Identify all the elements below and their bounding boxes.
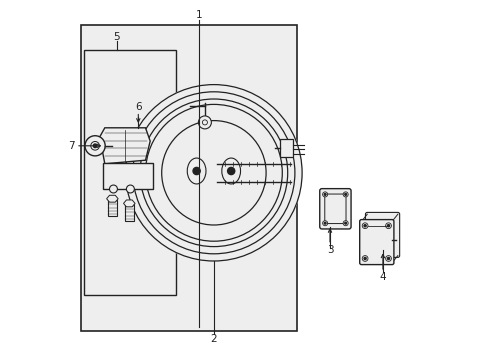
Circle shape (162, 121, 265, 225)
Ellipse shape (109, 185, 117, 193)
Circle shape (93, 144, 97, 148)
Polygon shape (123, 200, 135, 207)
Circle shape (363, 257, 366, 260)
Text: 4: 4 (379, 273, 386, 282)
Circle shape (324, 222, 325, 224)
Ellipse shape (222, 158, 240, 184)
Polygon shape (100, 128, 150, 164)
Text: 1: 1 (196, 10, 203, 20)
Ellipse shape (126, 185, 134, 193)
Circle shape (386, 225, 389, 227)
Polygon shape (106, 195, 118, 202)
Text: 7: 7 (68, 141, 75, 151)
FancyBboxPatch shape (359, 220, 393, 265)
Circle shape (85, 136, 105, 156)
Circle shape (91, 141, 99, 150)
Text: 3: 3 (326, 245, 333, 255)
Circle shape (343, 221, 347, 226)
Circle shape (385, 223, 390, 229)
Circle shape (362, 223, 367, 229)
FancyBboxPatch shape (365, 212, 399, 257)
Bar (103, 163, 153, 189)
Circle shape (202, 120, 207, 125)
Bar (125, 204, 133, 221)
Circle shape (193, 167, 200, 175)
Circle shape (344, 222, 346, 224)
Circle shape (322, 221, 327, 226)
Circle shape (343, 192, 347, 197)
Bar (81, 25, 296, 331)
Bar (108, 200, 117, 216)
Bar (279, 139, 293, 157)
Circle shape (324, 194, 325, 195)
Circle shape (227, 167, 234, 175)
Circle shape (362, 256, 367, 261)
Circle shape (198, 116, 211, 129)
Text: 6: 6 (135, 102, 142, 112)
Circle shape (322, 192, 327, 197)
Bar (84, 50, 176, 295)
Ellipse shape (187, 158, 205, 184)
Circle shape (363, 225, 366, 227)
Circle shape (344, 194, 346, 195)
Circle shape (386, 257, 389, 260)
Circle shape (125, 85, 302, 261)
Text: 2: 2 (210, 334, 217, 344)
FancyBboxPatch shape (319, 189, 350, 229)
Text: 5: 5 (113, 32, 120, 42)
Circle shape (385, 256, 390, 261)
